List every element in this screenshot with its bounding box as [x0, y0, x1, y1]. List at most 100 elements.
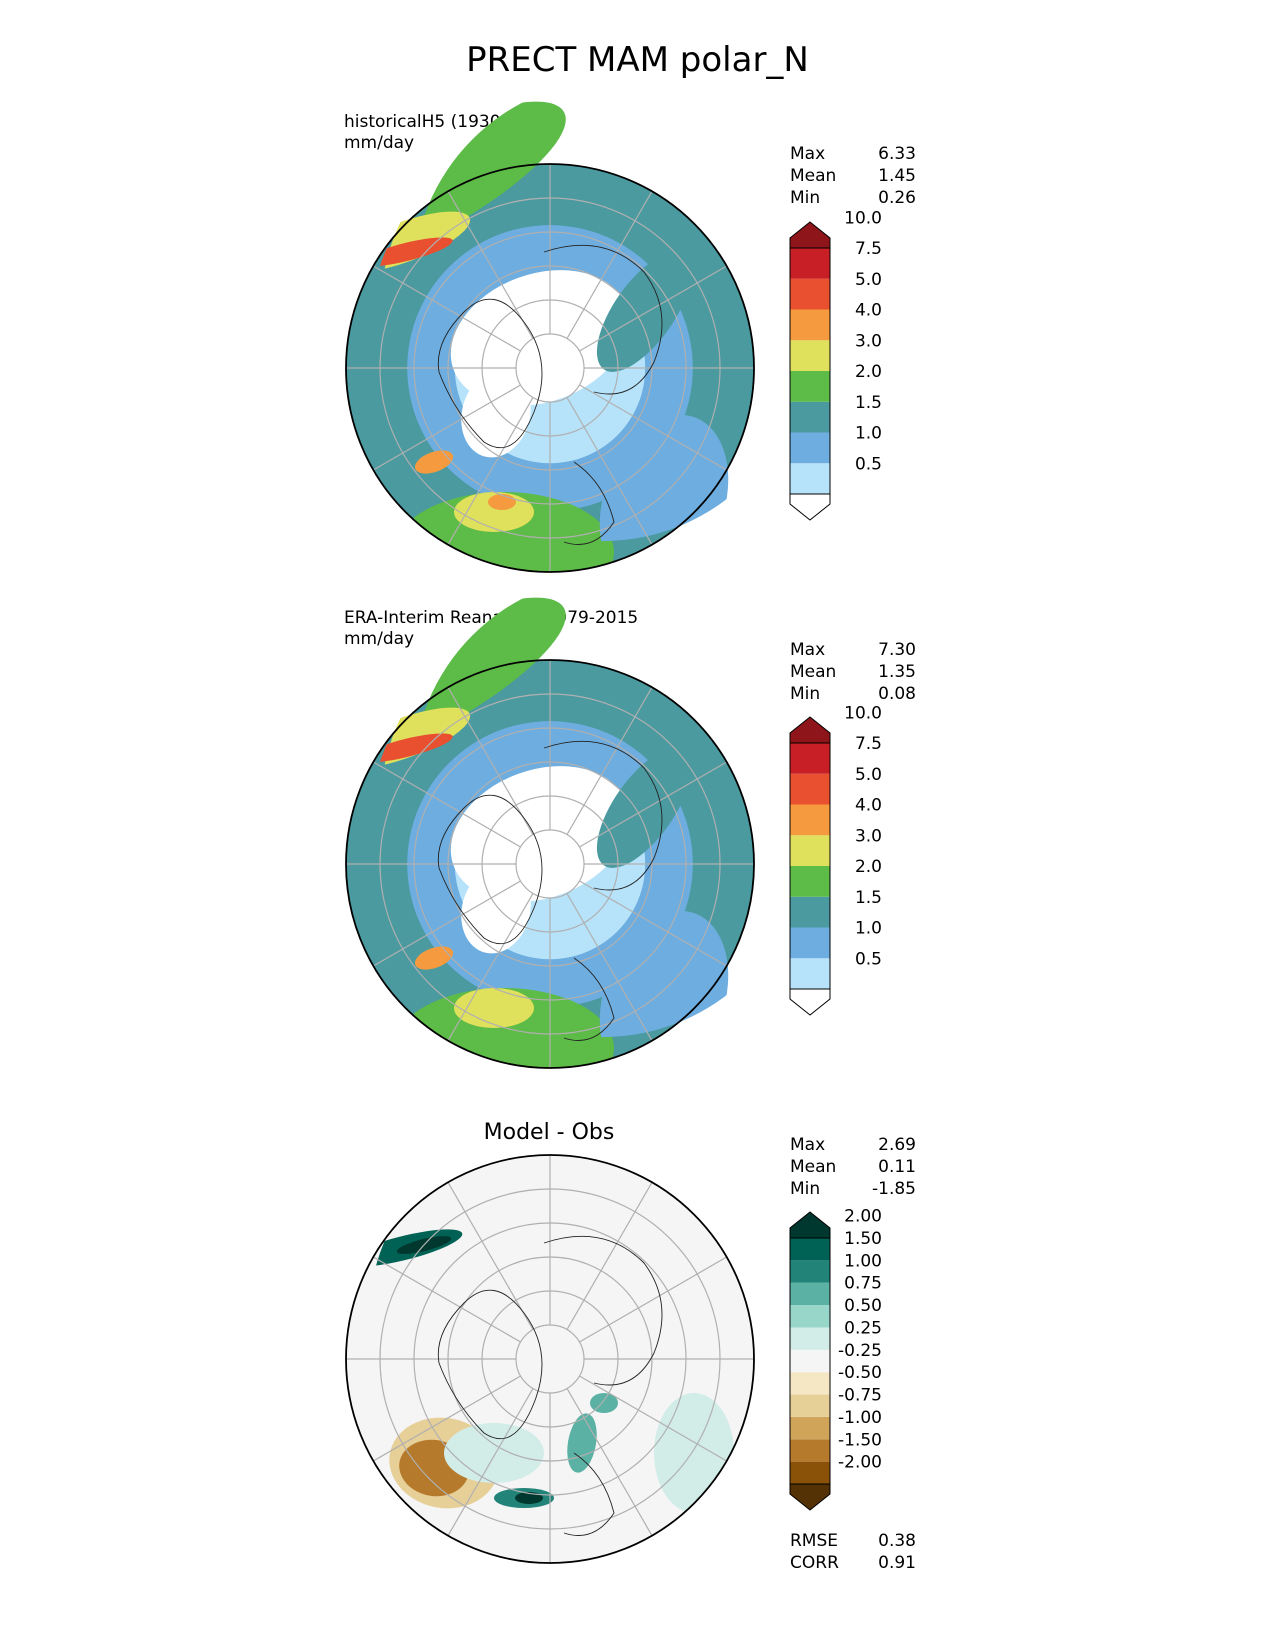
graticule-meridian: [447, 397, 534, 545]
field-wet-region: [454, 988, 534, 1028]
metric-value: 0.91: [878, 1553, 916, 1573]
coastline: [437, 1289, 543, 1440]
stat-value: 7.30: [878, 640, 916, 660]
colorbar-tick-label: 2.0: [855, 857, 882, 877]
colorbar-tick-label: 1.0: [855, 424, 882, 444]
colorbar-tick-label: 10.0: [844, 208, 882, 228]
graticule-meridian: [566, 687, 653, 835]
colorbar-box: [790, 896, 830, 928]
graticule-meridian: [373, 880, 521, 967]
colorbar-tick-label: 5.0: [855, 765, 882, 785]
stat-row: Max 2.69: [790, 1134, 916, 1156]
colorbar-tick-label: 0.75: [844, 1274, 882, 1294]
panel-1-colorbar: 0.5 1.0 1.5 2.0 3.0 4.0 5.0 7.5 10.0: [789, 208, 882, 521]
stat-row: Mean 1.45: [790, 165, 916, 187]
stat-row: Max 6.33: [790, 143, 916, 165]
stat-row: Mean 0.11: [790, 1156, 916, 1178]
colorbar-box: [790, 1327, 830, 1350]
colorbar-tick-label: 4.0: [855, 301, 882, 321]
colorbar-box: [790, 1238, 830, 1261]
graticule-meridian: [373, 384, 521, 471]
field-band: [596, 748, 692, 868]
stat-label: Mean: [790, 662, 837, 682]
field-wet-region: [359, 237, 453, 267]
colorbar-box: [790, 432, 830, 464]
panel-3-polar-map: [345, 1154, 755, 1564]
colorbar-frame: [789, 1237, 831, 1485]
coastline: [563, 461, 615, 545]
colorbar-tick-label: 1.00: [844, 1251, 882, 1271]
field-dry-region: [461, 866, 531, 954]
graticule-meridian: [447, 893, 534, 1041]
stat-label: Min: [790, 684, 821, 704]
graticule-meridian: [579, 384, 727, 471]
stat-label: Mean: [790, 1157, 837, 1177]
coastline: [543, 740, 663, 891]
colorbar-tick-label: -0.50: [838, 1363, 882, 1383]
colorbar-tick-label: 1.5: [855, 888, 882, 908]
coastline: [563, 1452, 615, 1536]
colorbar-tick-label: 0.5: [855, 949, 882, 969]
field-wet-region: [414, 946, 454, 970]
stat-label: Max: [790, 144, 826, 164]
field-wet-region: [359, 733, 453, 763]
stat-label: Max: [790, 1135, 826, 1155]
colorbar-tick-label: 3.0: [855, 331, 882, 351]
metric-value: 0.38: [878, 1531, 916, 1551]
coastline: [437, 794, 543, 945]
colorbar-box: [790, 371, 830, 402]
colorbar-tick-label: -1.00: [838, 1408, 882, 1428]
panel-2-polar-map: [337, 597, 755, 1086]
panel-3-title: Model - Obs: [483, 1120, 615, 1145]
stat-value: 6.33: [878, 144, 916, 164]
colorbar-tick-label: 1.50: [844, 1229, 882, 1249]
field-wet-region: [414, 450, 454, 474]
graticule-meridian: [579, 1256, 727, 1343]
colorbar-tick-label: 5.0: [855, 270, 882, 290]
field-wet-region: [394, 988, 614, 1068]
panel-3-colorbar: -2.00 -1.50-1.00-0.75 -0.50-0.25 0.250.500.…: [789, 1207, 882, 1511]
colorbar-box: [790, 1461, 830, 1484]
panel-2-stats: Max 7.30 Mean 1.35 Min 0.08: [790, 639, 916, 705]
colorbar-box: [790, 958, 830, 989]
colorbar-tick-label: 7.5: [855, 734, 882, 754]
colorbar-tick-label: 7.5: [855, 239, 882, 259]
stat-label: Mean: [790, 166, 837, 186]
colorbar-box: [790, 463, 830, 494]
colorbar-tick-label: 0.5: [855, 454, 882, 474]
colorbar-box: [790, 866, 830, 897]
metric-row: RMSE 0.38: [790, 1530, 916, 1552]
colorbar-tick-label: -0.75: [838, 1386, 882, 1406]
stat-label: Max: [790, 640, 826, 660]
graticule-meridian: [373, 265, 521, 352]
colorbar-tick-label: -2.00: [838, 1453, 882, 1473]
colorbar-extend-high: [789, 1211, 831, 1239]
field-wet-region: [394, 492, 614, 572]
field-dry-region: [461, 370, 531, 458]
panel-2-colorbar: 0.5 1.0 1.5 2.0 3.0 4.0 5.0 7.5 10.0: [789, 703, 882, 1016]
colorbar-box: [790, 1439, 830, 1462]
colorbar-extend-low: [789, 493, 831, 521]
field-positive-region: [515, 1492, 543, 1504]
map-boundary: [345, 163, 755, 573]
coastline: [543, 244, 663, 395]
field-positive-region: [654, 1393, 734, 1513]
stat-value: -1.85: [872, 1179, 916, 1199]
stat-value: 0.26: [878, 188, 916, 208]
colorbar-extend-high: [789, 221, 831, 249]
graticule-meridian: [579, 761, 727, 848]
colorbar-box: [790, 804, 830, 836]
stat-label: Min: [790, 1179, 821, 1199]
graticule-meridian: [447, 191, 534, 339]
colorbar-extend-low: [789, 1483, 831, 1511]
field-wet-region: [488, 494, 516, 510]
stat-label: Min: [790, 188, 821, 208]
colorbar-box: [790, 1394, 830, 1417]
graticule-meridian: [373, 761, 521, 848]
coastline: [563, 957, 615, 1041]
colorbar-box: [790, 927, 830, 959]
coastline: [543, 1235, 663, 1386]
graticule-meridian: [579, 880, 727, 967]
colorbar-extend-high: [789, 716, 831, 744]
colorbar-box: [790, 1416, 830, 1440]
